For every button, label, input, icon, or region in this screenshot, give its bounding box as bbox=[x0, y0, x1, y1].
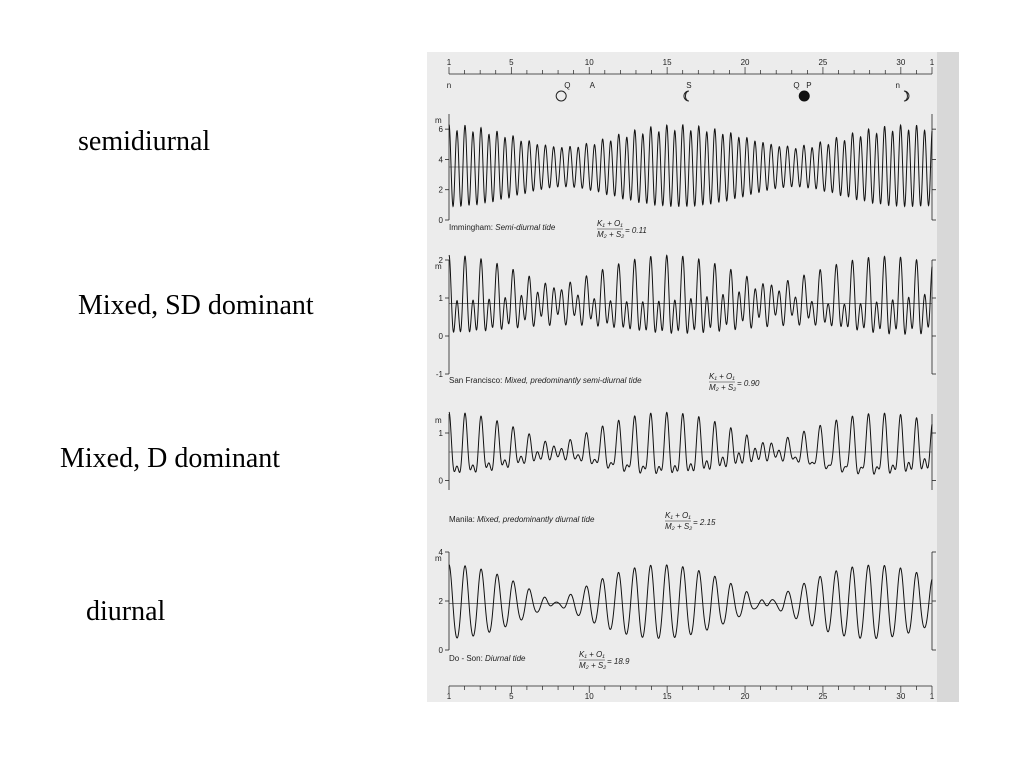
top-day-label: 30 bbox=[896, 58, 905, 67]
phase-letter: Q bbox=[793, 81, 799, 90]
y-tick-label: 2 bbox=[439, 256, 444, 265]
top-day-label: 25 bbox=[818, 58, 827, 67]
ratio-denominator: M₂ + S₂ bbox=[597, 230, 624, 239]
first-quarter-moon-icon bbox=[903, 90, 910, 102]
tide-panel-1: -1 0 1 2m San Francisco: Mixed, predominantl… bbox=[435, 254, 936, 392]
full-moon-icon bbox=[555, 90, 567, 102]
new-moon-icon bbox=[798, 90, 810, 102]
label-semidiurnal: semidiurnal bbox=[78, 126, 211, 157]
y-tick-label: 0 bbox=[439, 477, 444, 486]
phase-letter: S bbox=[686, 81, 691, 90]
bottom-day-label: 10 bbox=[585, 692, 594, 701]
top-day-label: 1 bbox=[447, 58, 452, 67]
last-quarter-moon-icon bbox=[683, 90, 690, 102]
bottom-day-label: 1 bbox=[447, 692, 452, 701]
scan-edge-shade bbox=[937, 52, 959, 702]
y-unit-label: m bbox=[435, 554, 442, 563]
ratio-value: = 0.11 bbox=[625, 226, 647, 235]
label-diurnal: diurnal bbox=[86, 596, 166, 627]
phase-letter: A bbox=[590, 81, 596, 90]
y-tick-label: 0 bbox=[439, 332, 444, 341]
ratio-numerator: K₁ + O₁ bbox=[597, 219, 623, 228]
top-day-label: 5 bbox=[509, 58, 514, 67]
y-tick-label: 4 bbox=[439, 548, 444, 557]
ratio-denominator: M₂ + S₂ bbox=[579, 661, 606, 670]
y-unit-label: m bbox=[435, 116, 442, 125]
y-unit-label: m bbox=[435, 262, 442, 271]
tide-curve-manila bbox=[448, 411, 933, 475]
ratio-value: = 2.15 bbox=[693, 518, 716, 527]
phase-letter: P bbox=[806, 81, 811, 90]
phase-letter: n bbox=[895, 81, 899, 90]
tide-panel-3: 0 2 4m Do - Son: Diurnal tide K₁ + O₁ M₂ + S₂… bbox=[435, 548, 936, 670]
top-day-label: 10 bbox=[585, 58, 594, 67]
bottom-day-label: 5 bbox=[509, 692, 514, 701]
top-day-label: 15 bbox=[663, 58, 672, 67]
y-tick-label: 0 bbox=[439, 646, 444, 655]
ratio-value: = 18.9 bbox=[607, 657, 630, 666]
ratio-numerator: K₁ + O₁ bbox=[709, 372, 735, 381]
bottom-day-label: 20 bbox=[741, 692, 750, 701]
top-day-label: 20 bbox=[741, 58, 750, 67]
phase-letter: Q bbox=[564, 81, 570, 90]
label-mixed-sd-dominant: Mixed, SD dominant bbox=[78, 290, 314, 321]
label-mixed-d-dominant: Mixed, D dominant bbox=[60, 443, 281, 474]
bottom-day-label: 15 bbox=[663, 692, 672, 701]
bottom-day-label: 30 bbox=[896, 692, 905, 701]
ratio-denominator: M₂ + S₂ bbox=[709, 383, 736, 392]
y-tick-label: 0 bbox=[439, 216, 444, 225]
tide-curve-do-son bbox=[448, 564, 933, 640]
y-tick-label: 2 bbox=[439, 597, 444, 606]
y-tick-label: 1 bbox=[439, 429, 444, 438]
bottom-day-label: 1 bbox=[930, 692, 935, 701]
station-caption: Immingham: Semi-diurnal tide bbox=[449, 223, 556, 232]
crescent-shape bbox=[903, 90, 910, 102]
y-tick-label: 2 bbox=[439, 186, 444, 195]
station-caption: San Francisco: Mixed, predominantly semi… bbox=[449, 376, 642, 385]
y-tick-label: -1 bbox=[436, 370, 444, 379]
crescent-shape bbox=[683, 90, 690, 102]
tide-curve-san-francisco bbox=[448, 254, 933, 335]
y-tick-label: 4 bbox=[439, 155, 444, 164]
tide-curve-immingham bbox=[448, 123, 933, 208]
ratio-value: = 0.90 bbox=[737, 379, 760, 388]
top-day-label: 1 bbox=[930, 58, 935, 67]
y-unit-label: m bbox=[435, 416, 442, 425]
ratio-numerator: K₁ + O₁ bbox=[665, 511, 691, 520]
y-tick-label: 6 bbox=[439, 125, 444, 134]
bottom-day-label: 25 bbox=[818, 692, 827, 701]
tide-panel-2: 0 1 m Manila: Mixed, predominantly diurnal … bbox=[435, 411, 936, 531]
station-caption: Manila: Mixed, predominantly diurnal tid… bbox=[449, 515, 595, 524]
ratio-denominator: M₂ + S₂ bbox=[665, 522, 692, 531]
station-caption: Do - Son: Diurnal tide bbox=[449, 654, 526, 663]
y-tick-label: 1 bbox=[439, 294, 444, 303]
tide-panel-0: 0 2 4 6m Immingham: Semi-diurnal tide K₁ + O₁… bbox=[435, 114, 936, 239]
phase-letter: n bbox=[447, 81, 451, 90]
ratio-numerator: K₁ + O₁ bbox=[579, 650, 605, 659]
